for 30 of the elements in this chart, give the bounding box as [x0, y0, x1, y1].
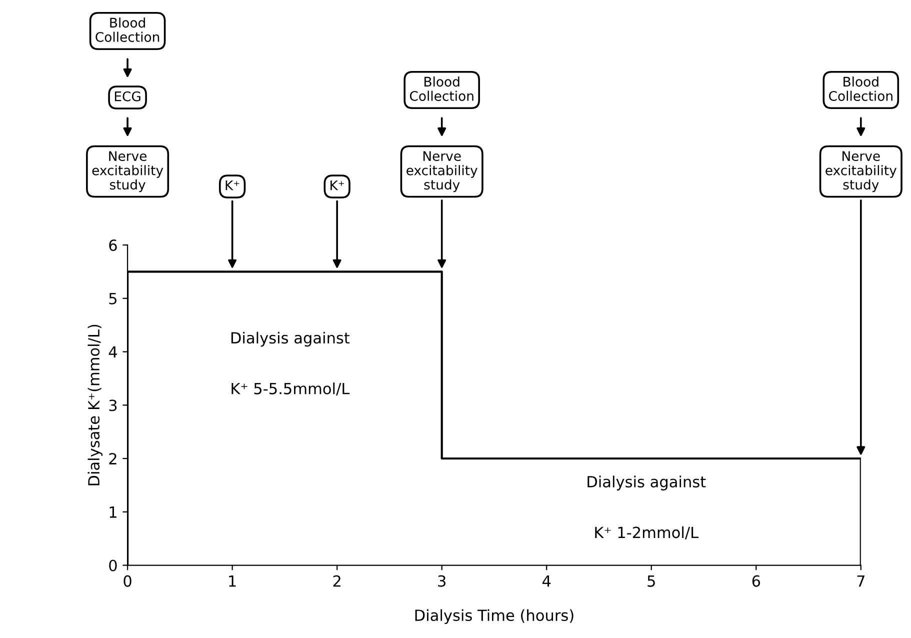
text: ECG: [114, 91, 140, 102]
y-tick-label: 2: [109, 452, 116, 464]
annotation: K⁺ 1-2mmol/L: [595, 526, 698, 540]
y-tick-label: 3: [109, 400, 117, 412]
text: Nerve excitability study: [92, 151, 164, 192]
x-tick-label: 1: [229, 575, 236, 587]
y-tick-label: 5: [109, 293, 116, 304]
x-tick-label: 6: [752, 575, 760, 587]
x-tick-label: 4: [542, 575, 551, 587]
text: Blood Collection: [96, 17, 160, 42]
annotation: Nerve excitability study: [826, 151, 896, 192]
x-tick-label: 5: [648, 575, 655, 587]
x-tick-label: 3: [438, 575, 446, 587]
annotation: Dialysis against: [588, 476, 706, 490]
annotation: K⁺ 5-5.5mmol/L: [232, 382, 350, 396]
y-tick-label: 6: [109, 239, 117, 252]
y-axis-title: Dialysate K⁺(mmol/L): [88, 324, 103, 486]
y-tick-label: 4: [108, 346, 117, 358]
text: Blood Collection: [410, 76, 474, 101]
x-axis-title: Dialysis Time (hours): [415, 609, 574, 624]
x-tick-label: 0: [124, 575, 132, 587]
x-tick-label: 2: [333, 575, 340, 587]
annotation: Dialysis against: [231, 332, 350, 347]
text: Blood Collection: [829, 76, 892, 101]
annotation: K⁺: [226, 180, 240, 190]
y-tick-label: 0: [109, 560, 117, 572]
annotation: Nerve excitability study: [406, 151, 478, 192]
x-tick-label: 7: [857, 575, 864, 587]
annotation: K⁺: [330, 180, 344, 190]
y-tick-label: 1: [110, 506, 116, 518]
